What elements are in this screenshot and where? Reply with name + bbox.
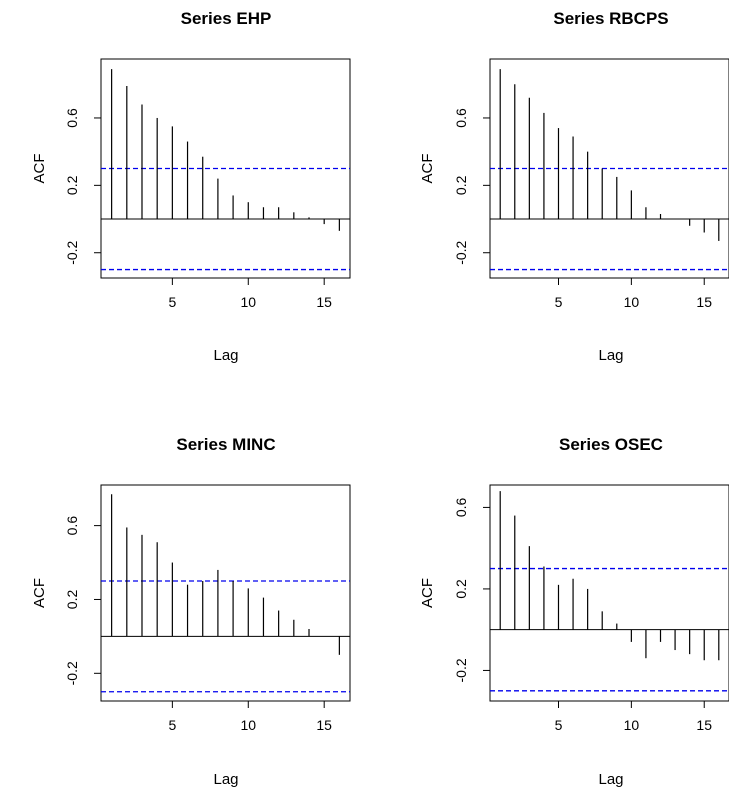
- panel-title: Series OSEC: [559, 435, 663, 454]
- acf-panel-2: Series RBCPS Lag ACF 5 10 15 -0.2 0.2 0.6: [419, 9, 729, 364]
- y-axis-title: ACF: [419, 154, 436, 184]
- x-tick-label: 5: [555, 717, 563, 733]
- x-tick-label: 10: [240, 717, 256, 733]
- y-tick-label: -0.2: [453, 240, 469, 264]
- x-axis-title: Lag: [213, 347, 238, 364]
- y-tick-label: 0.2: [64, 590, 80, 610]
- x-tick-label: 15: [316, 717, 332, 733]
- y-tick-label: 0.6: [453, 497, 469, 517]
- x-tick-label: 15: [696, 294, 712, 310]
- y-tick-label: 0.6: [64, 108, 80, 128]
- x-tick-label: 15: [316, 294, 332, 310]
- x-tick-label: 5: [555, 294, 563, 310]
- x-axis-title: Lag: [213, 771, 238, 788]
- panel-title: Series EHP: [181, 9, 272, 28]
- panel-title: Series RBCPS: [553, 9, 668, 28]
- acf-panel-4: Series OSEC Lag ACF 5 10 15 -0.2 0.2 0.6: [419, 435, 729, 788]
- acf-panel-1: Series EHP Lag ACF 5 10 15 -0.2 0.2 0.6: [31, 9, 351, 364]
- y-axis-title: ACF: [419, 578, 436, 608]
- x-axis-title: Lag: [598, 771, 623, 788]
- x-tick-label: 10: [624, 717, 640, 733]
- x-tick-label: 10: [624, 294, 640, 310]
- y-tick-label: 0.2: [453, 579, 469, 599]
- x-tick-label: 15: [696, 717, 712, 733]
- y-tick-label: 0.6: [453, 108, 469, 128]
- panel-title: Series MINC: [176, 435, 275, 454]
- x-tick-label: 10: [240, 294, 256, 310]
- plot-frame: [100, 484, 351, 702]
- y-tick-label: 0.6: [64, 516, 80, 536]
- x-tick-label: 5: [168, 717, 176, 733]
- x-axis-title: Lag: [598, 347, 623, 364]
- y-axis-title: ACF: [31, 154, 48, 184]
- y-tick-label: 0.2: [453, 175, 469, 195]
- y-tick-label: 0.2: [64, 175, 80, 195]
- acf-panel-3: Series MINC Lag ACF 5 10 15 -0.2 0.2 0.6: [31, 435, 351, 788]
- y-tick-label: -0.2: [453, 658, 469, 682]
- y-tick-label: -0.2: [64, 661, 80, 685]
- x-tick-label: 5: [168, 294, 176, 310]
- y-tick-label: -0.2: [64, 240, 80, 264]
- plot-frame: [489, 484, 729, 702]
- y-axis-title: ACF: [31, 578, 48, 608]
